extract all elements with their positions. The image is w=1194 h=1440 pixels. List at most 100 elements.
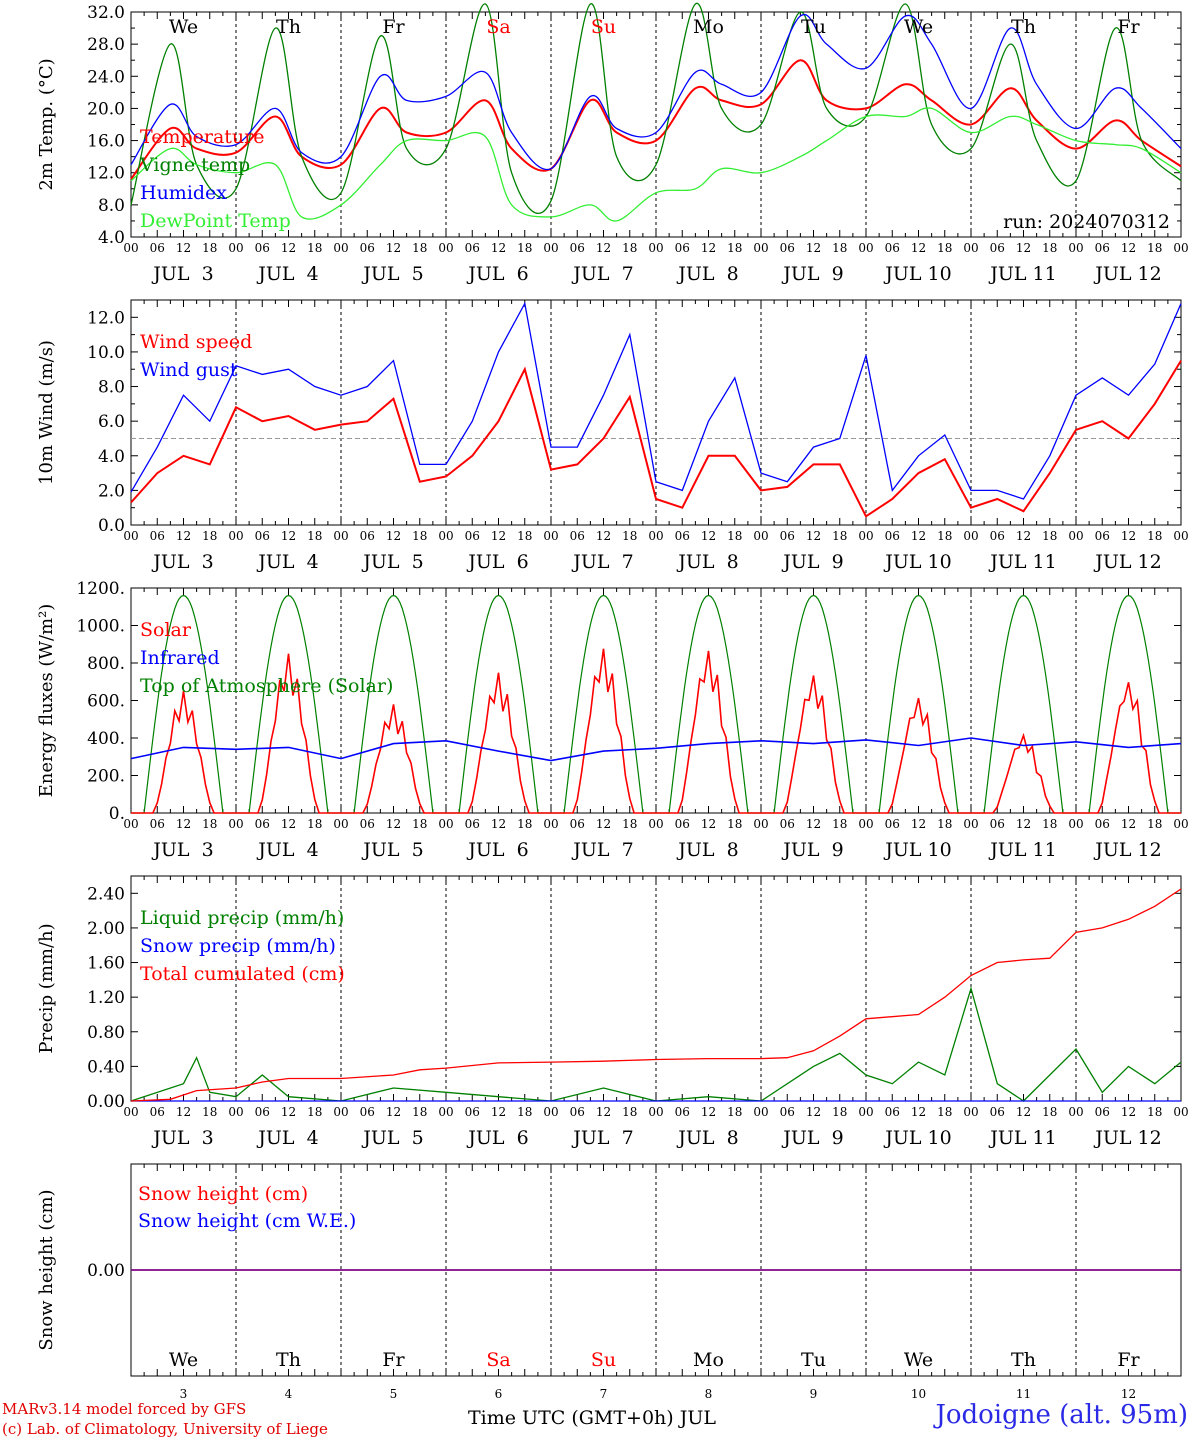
hour-tick-label: 00 (1173, 1105, 1188, 1119)
legend-entry: Solar (140, 619, 192, 641)
day-date-label: JUL 7 (571, 263, 633, 285)
y-tick-label: 600. (87, 692, 125, 712)
hour-tick-label: 12 (596, 241, 611, 255)
hour-tick-label: 18 (937, 1105, 952, 1119)
day-date-label: JUL 9 (781, 1127, 843, 1149)
hour-tick-label: 06 (570, 241, 585, 255)
y-tick-label: 28.0 (87, 35, 125, 55)
day-number-label: 5 (390, 1387, 398, 1401)
day-date-label: JUL 6 (466, 839, 528, 861)
hour-tick-label: 00 (1068, 817, 1083, 831)
hour-tick-label: 06 (990, 817, 1005, 831)
hour-tick-label: 18 (1147, 241, 1162, 255)
day-date-label: JUL 6 (466, 1127, 528, 1149)
y-tick-label: 2.00 (87, 919, 125, 939)
y-tick-label: 4.0 (98, 228, 125, 248)
weekday-label: Fr (382, 1349, 405, 1371)
y-axis-title: Energy fluxes (W/m²) (36, 604, 57, 798)
hour-tick-label: 12 (1016, 241, 1031, 255)
y-tick-label: 200. (87, 767, 125, 787)
hour-tick-label: 18 (937, 241, 952, 255)
legend-entry: Total cumulated (cm) (140, 963, 345, 985)
hour-tick-label: 06 (255, 1105, 270, 1119)
legend-entry: Liquid precip (mm/h) (140, 907, 344, 929)
day-number-label: 12 (1121, 1387, 1136, 1401)
hour-tick-label: 00 (753, 1105, 768, 1119)
series-solar (131, 648, 1181, 814)
hour-tick-label: 00 (648, 241, 663, 255)
hour-tick-label: 00 (648, 1105, 663, 1119)
hour-tick-label: 18 (937, 817, 952, 831)
hour-tick-label: 12 (176, 817, 191, 831)
day-date-label: JUL 10 (883, 263, 951, 285)
day-date-label: JUL 10 (883, 551, 951, 573)
y-tick-label: 2.0 (98, 481, 125, 501)
plot-frame (130, 11, 1182, 238)
day-date-label: JUL 8 (676, 551, 738, 573)
y-tick-label: 0. (109, 804, 125, 824)
day-number-label: 4 (285, 1387, 293, 1401)
weekday-label: Su (591, 16, 616, 38)
hour-tick-label: 12 (491, 817, 506, 831)
day-number-label: 8 (705, 1387, 713, 1401)
hour-tick-label: 00 (1068, 1105, 1083, 1119)
legend-entry: Temperature (140, 126, 264, 148)
y-tick-label: 10.0 (87, 343, 125, 363)
hour-tick-label: 12 (806, 529, 821, 543)
hour-tick-label: 12 (596, 529, 611, 543)
hour-tick-label: 18 (832, 1105, 847, 1119)
day-date-label: JUL 4 (256, 839, 318, 861)
weekday-label: Fr (1117, 1349, 1140, 1371)
hour-tick-label: 06 (885, 817, 900, 831)
hour-tick-label: 18 (622, 1105, 637, 1119)
hour-tick-label: 12 (701, 817, 716, 831)
hour-tick-label: 12 (701, 241, 716, 255)
hour-tick-label: 18 (307, 241, 322, 255)
day-date-label: JUL 3 (151, 1127, 213, 1149)
hour-tick-label: 12 (386, 241, 401, 255)
day-date-label: JUL 8 (676, 839, 738, 861)
hour-tick-label: 06 (255, 241, 270, 255)
y-tick-label: 16.0 (87, 132, 125, 152)
hour-tick-label: 00 (753, 241, 768, 255)
legend-entry: Humidex (140, 182, 227, 204)
series-humidex (130, 13, 1182, 171)
legend-entry: Top of Atmosphere (Solar) (140, 675, 393, 697)
hour-tick-label: 18 (517, 817, 532, 831)
hour-tick-label: 00 (543, 817, 558, 831)
day-date-label: JUL 5 (361, 1127, 423, 1149)
hour-tick-label: 06 (570, 1105, 585, 1119)
hour-tick-label: 00 (753, 529, 768, 543)
hour-tick-label: 00 (753, 817, 768, 831)
hour-tick-label: 00 (123, 817, 138, 831)
hour-tick-label: 06 (255, 817, 270, 831)
panel-5: 0.00 Snow height (cm) Snow height (cm) Snow… (36, 1163, 1182, 1429)
hour-tick-label: 12 (1121, 1105, 1136, 1119)
series-dewpoint-temp (130, 107, 1182, 222)
hour-tick-label: 18 (307, 1105, 322, 1119)
hour-tick-label: 06 (360, 1105, 375, 1119)
day-date-label: JUL 11 (988, 839, 1056, 861)
y-axis-title: Precip (mm/h) (36, 923, 57, 1053)
day-date-label: JUL 6 (466, 551, 528, 573)
hour-tick-label: 18 (202, 529, 217, 543)
hour-tick-label: 12 (281, 241, 296, 255)
hour-tick-label: 06 (1095, 817, 1110, 831)
weekday-label: Mo (693, 1349, 724, 1371)
weekday-label: We (904, 1349, 933, 1371)
weekday-label: Tu (801, 1349, 826, 1371)
day-date-label: JUL 9 (781, 839, 843, 861)
hour-tick-label: 12 (491, 529, 506, 543)
y-tick-label: 400. (87, 729, 125, 749)
hour-tick-label: 00 (333, 241, 348, 255)
weekday-label: Fr (382, 16, 405, 38)
hour-tick-label: 18 (412, 817, 427, 831)
hour-tick-label: 18 (307, 817, 322, 831)
day-date-label: JUL 12 (1093, 1127, 1161, 1149)
hour-tick-label: 12 (176, 1105, 191, 1119)
day-date-label: JUL 12 (1093, 551, 1161, 573)
hour-tick-label: 00 (228, 817, 243, 831)
y-tick-label: 1.20 (87, 988, 125, 1008)
hour-tick-label: 00 (1068, 529, 1083, 543)
